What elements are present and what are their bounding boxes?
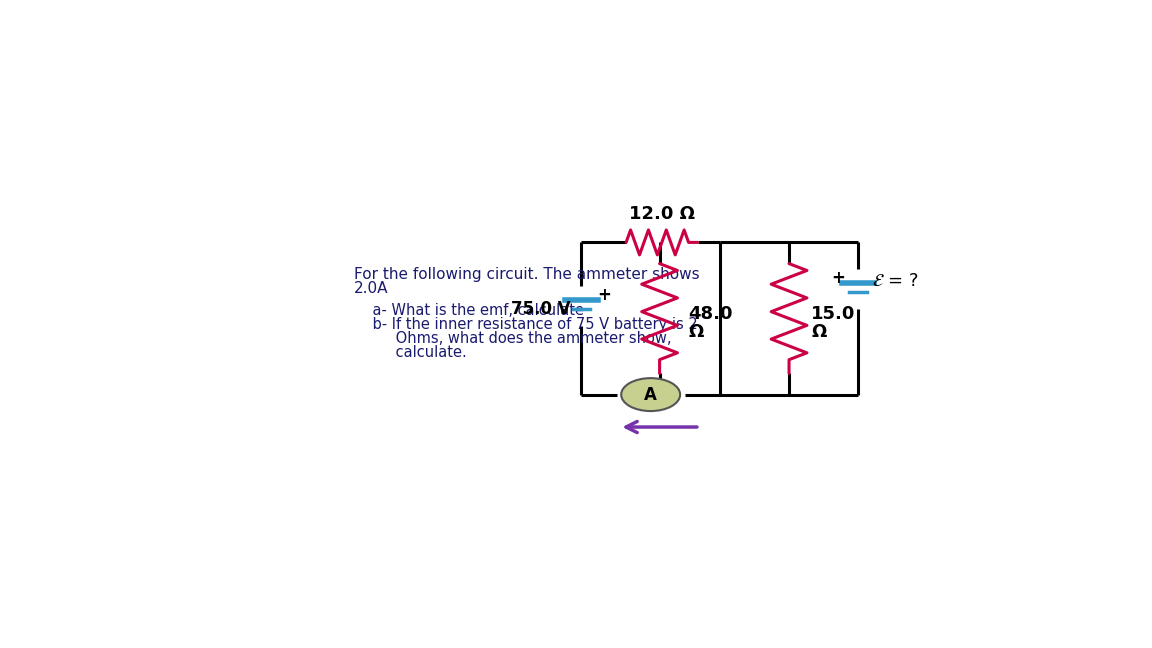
Text: $\mathcal{E}$ = ?: $\mathcal{E}$ = ? (872, 272, 918, 290)
Text: +: + (598, 286, 612, 304)
Text: 15.0: 15.0 (811, 305, 856, 323)
Text: b- If the inner resistance of 75 V battery is 2: b- If the inner resistance of 75 V batte… (354, 318, 698, 332)
Text: calculate.: calculate. (354, 345, 467, 360)
Text: Ohms, what does the ammeter show,: Ohms, what does the ammeter show, (354, 331, 672, 346)
Text: Ω: Ω (688, 323, 704, 341)
Text: For the following circuit. The ammeter shows: For the following circuit. The ammeter s… (354, 268, 699, 283)
Circle shape (621, 378, 680, 411)
Text: 75.0 V: 75.0 V (511, 299, 570, 318)
Text: 48.0: 48.0 (688, 305, 733, 323)
Text: a- What is the emf, calculate: a- What is the emf, calculate (354, 303, 584, 318)
Text: +: + (832, 268, 846, 286)
Text: 12.0 Ω: 12.0 Ω (629, 205, 695, 224)
Text: A: A (644, 386, 657, 404)
Text: Ω: Ω (811, 323, 827, 341)
Text: 2.0A: 2.0A (354, 281, 388, 296)
